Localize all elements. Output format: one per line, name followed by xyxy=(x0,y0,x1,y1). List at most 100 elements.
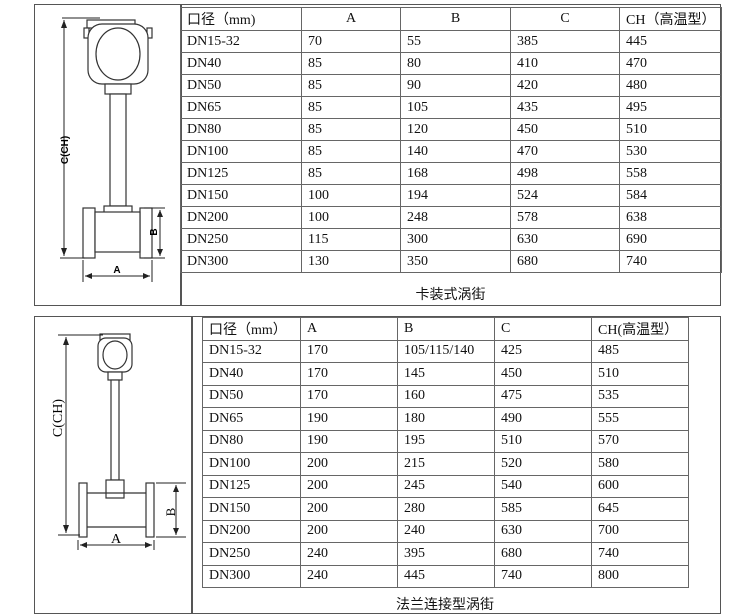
table-cell: 495 xyxy=(619,96,722,119)
table-cell: 160 xyxy=(397,384,495,408)
table-row: DN125 200 245 540 600 xyxy=(202,474,689,498)
table-cell: 145 xyxy=(397,362,495,386)
table-cell: 170 xyxy=(300,362,398,386)
table-cell: 280 xyxy=(397,497,495,521)
table-row: DN40 85 80 410 470 xyxy=(180,52,722,75)
table-cell: DN100 xyxy=(202,452,301,476)
table-row: DN250 115 300 630 690 xyxy=(180,228,722,251)
table-cell: 740 xyxy=(591,542,689,566)
table-cell: DN80 xyxy=(180,118,302,141)
table-cell: 245 xyxy=(397,474,495,498)
table-cell: 70 xyxy=(301,30,401,53)
table-cell: DN50 xyxy=(202,384,301,408)
table-row: DN65 85 105 435 495 xyxy=(180,96,722,119)
table-cell: 215 xyxy=(397,452,495,476)
table-cell: 558 xyxy=(619,162,722,185)
table-cell: 510 xyxy=(619,118,722,141)
table-cell: 700 xyxy=(591,519,689,543)
table-cell: 194 xyxy=(400,184,511,207)
column-header: CH(高温型） xyxy=(591,317,689,341)
table-cell: 600 xyxy=(591,474,689,498)
table-cell: 115 xyxy=(301,228,401,251)
table-cell: 180 xyxy=(397,407,495,431)
table-row: DN150 100 194 524 584 xyxy=(180,184,722,207)
column-header: B xyxy=(400,7,511,31)
table-cell: 120 xyxy=(400,118,511,141)
flange-label: B xyxy=(163,507,178,516)
table-cell: DN65 xyxy=(180,96,302,119)
table-cell: DN15-32 xyxy=(180,30,302,53)
table-cell: 475 xyxy=(494,384,592,408)
clamp-meter-drawing: C(CH) B A xyxy=(60,17,165,282)
table-cell: 300 xyxy=(400,228,511,251)
table-cell: 410 xyxy=(510,52,620,75)
table-row: DN50 85 90 420 480 xyxy=(180,74,722,97)
table-cell: 570 xyxy=(591,429,689,453)
table-cell: 190 xyxy=(300,429,398,453)
table-row: DN50 170 160 475 535 xyxy=(202,384,689,408)
table-cell: 395 xyxy=(397,542,495,566)
table-cell: 190 xyxy=(300,407,398,431)
column-header: C xyxy=(510,7,620,31)
table-row: DN100 85 140 470 530 xyxy=(180,140,722,163)
table-cell: 470 xyxy=(619,52,722,75)
table-cell: 85 xyxy=(301,140,401,163)
height-label: C(CH) xyxy=(51,399,66,437)
table-cell: 195 xyxy=(397,429,495,453)
table-row: DN200 200 240 630 700 xyxy=(202,519,689,543)
table-cell: 105/115/140 xyxy=(397,339,495,363)
table-cell: 690 xyxy=(619,228,722,251)
flange-label: B xyxy=(149,228,160,235)
table-cell: DN250 xyxy=(202,542,301,566)
table-row: DN125 85 168 498 558 xyxy=(180,162,722,185)
column-header: A xyxy=(300,317,398,341)
table-cell: 450 xyxy=(510,118,620,141)
table-cell: 350 xyxy=(400,250,511,273)
table-cell: DN300 xyxy=(180,250,302,273)
clamp-caption: 卡装式涡街 xyxy=(415,288,486,303)
table-cell: DN40 xyxy=(180,52,302,75)
table-cell: 540 xyxy=(494,474,592,498)
table-cell: 535 xyxy=(591,384,689,408)
table-cell: DN65 xyxy=(202,407,301,431)
table-cell: 445 xyxy=(397,564,495,588)
table-cell: DN40 xyxy=(202,362,301,386)
table-row: DN150 200 280 585 645 xyxy=(202,497,689,521)
table-row: DN300 240 445 740 800 xyxy=(202,564,689,588)
header-row: 口径（mm) A B C CH（高温型） xyxy=(180,7,722,31)
table-cell: 480 xyxy=(619,74,722,97)
table-cell: 645 xyxy=(591,497,689,521)
table-cell: 520 xyxy=(494,452,592,476)
width-label: A xyxy=(111,532,122,547)
flange-meter-drawing: C(CH) B A xyxy=(51,333,186,550)
table-cell: DN125 xyxy=(180,162,302,185)
table-row: DN80 190 195 510 570 xyxy=(202,429,689,453)
table-cell: 555 xyxy=(591,407,689,431)
table-row: DN200 100 248 578 638 xyxy=(180,206,722,229)
table-row: DN40 170 145 450 510 xyxy=(202,362,689,386)
table-cell: 200 xyxy=(300,452,398,476)
table-cell: DN50 xyxy=(180,74,302,97)
table-cell: DN150 xyxy=(180,184,302,207)
table-cell: 55 xyxy=(400,30,511,53)
table-cell: 530 xyxy=(619,140,722,163)
table-cell: 240 xyxy=(300,564,398,588)
flange-type-panel xyxy=(34,316,721,614)
table-cell: 740 xyxy=(494,564,592,588)
table-row: DN15-32 170 105/115/140 425 485 xyxy=(202,339,689,363)
table-cell: 200 xyxy=(300,497,398,521)
divider xyxy=(191,316,193,614)
height-label: C(CH) xyxy=(60,136,71,164)
table-cell: 420 xyxy=(510,74,620,97)
table-cell: 584 xyxy=(619,184,722,207)
column-header: 口径（mm） xyxy=(202,317,301,341)
table-cell: 100 xyxy=(301,184,401,207)
table-cell: 498 xyxy=(510,162,620,185)
table-cell: 170 xyxy=(300,384,398,408)
table-cell: 800 xyxy=(591,564,689,588)
table-cell: 140 xyxy=(400,140,511,163)
table-cell: 445 xyxy=(619,30,722,53)
table-cell: 105 xyxy=(400,96,511,119)
table-cell: 90 xyxy=(400,74,511,97)
table-cell: DN250 xyxy=(180,228,302,251)
